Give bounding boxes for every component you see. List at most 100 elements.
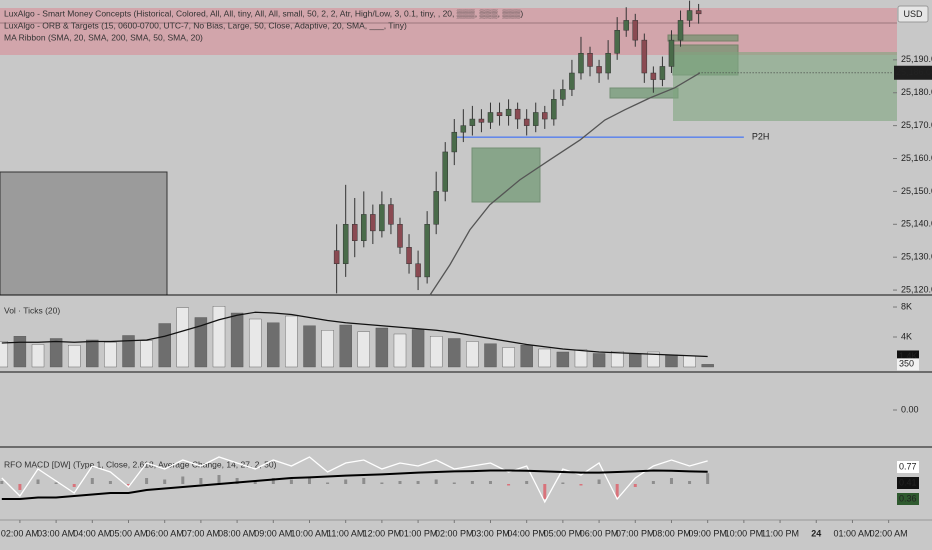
x-tick-label: 08:00 AM bbox=[218, 528, 256, 538]
candle-body bbox=[532, 112, 539, 126]
volume-bar bbox=[248, 318, 262, 368]
indicator-legend: RFO MACD [DW] (Type 1, Close, 2.618, Ave… bbox=[4, 459, 277, 469]
x-tick-label: 02:00 PM bbox=[435, 528, 474, 538]
volume-bar bbox=[339, 324, 352, 368]
x-tick-label: 11:00 AM bbox=[327, 528, 364, 538]
candle-body bbox=[487, 112, 494, 123]
histogram-bar bbox=[651, 481, 655, 484]
candle-body bbox=[605, 53, 611, 74]
candle-body bbox=[388, 204, 394, 225]
histogram-bar bbox=[217, 475, 221, 484]
y-tick-label: 25,140.00 bbox=[901, 219, 932, 229]
candle-body bbox=[406, 247, 412, 265]
candle-body bbox=[397, 224, 403, 248]
volume-ma bbox=[1, 311, 708, 358]
candle-body bbox=[342, 224, 349, 265]
supply-zone bbox=[0, 8, 897, 55]
candle-body bbox=[379, 204, 385, 232]
volume-bar bbox=[484, 343, 497, 368]
x-tick-label: 02:00 AM bbox=[870, 528, 908, 538]
volume-bar bbox=[629, 354, 642, 368]
candle-body bbox=[542, 112, 548, 120]
x-tick-label: 06:00 AM bbox=[146, 528, 184, 538]
histogram-bar bbox=[507, 484, 511, 486]
x-tick-label: 04:00 PM bbox=[507, 528, 546, 538]
histogram-bar bbox=[669, 478, 673, 484]
x-tick-label: 04:00 AM bbox=[73, 528, 111, 538]
volume-bar bbox=[448, 338, 461, 368]
volume-bar bbox=[49, 338, 63, 368]
volume-bar bbox=[683, 355, 696, 368]
orb-range-box bbox=[0, 171, 168, 296]
volume-bar bbox=[230, 312, 244, 368]
volume-bar bbox=[556, 351, 570, 368]
currency-box[interactable] bbox=[897, 5, 929, 23]
candle-body bbox=[668, 39, 675, 67]
volume-bar bbox=[502, 347, 515, 368]
volume-bar bbox=[393, 333, 407, 368]
histogram-bar bbox=[289, 479, 293, 484]
candle-body bbox=[596, 66, 602, 74]
volume-bar bbox=[140, 340, 153, 368]
volume-bar bbox=[357, 331, 370, 368]
candle-body bbox=[333, 250, 340, 265]
x-tick-label: 09:00 AM bbox=[254, 528, 292, 538]
candle-body bbox=[424, 224, 430, 278]
candle-body bbox=[569, 72, 575, 90]
candle-body bbox=[551, 99, 557, 120]
x-tick-label: 10:00 AM bbox=[290, 528, 328, 538]
value-box bbox=[897, 477, 919, 489]
histogram-bar bbox=[145, 478, 149, 484]
volume-bar bbox=[104, 342, 117, 368]
volume-value-box bbox=[897, 358, 919, 371]
candle-body bbox=[469, 118, 476, 126]
x-tick-label: 01:00 AM bbox=[833, 528, 871, 538]
x-tick-label: 07:00 AM bbox=[182, 528, 220, 538]
value-box bbox=[897, 461, 919, 473]
indicator-legend: Vol · Ticks (20) bbox=[4, 305, 60, 315]
histogram-bar bbox=[615, 484, 619, 498]
fvg-box bbox=[471, 147, 541, 203]
x-tick-label: 07:00 PM bbox=[616, 528, 655, 538]
x-tick-label: 01:00 PM bbox=[399, 528, 438, 538]
histogram-bar bbox=[90, 478, 94, 484]
histogram-bar bbox=[271, 478, 275, 484]
volume-bar bbox=[520, 345, 533, 368]
histogram-bar bbox=[416, 481, 420, 484]
volume-bar bbox=[176, 307, 189, 368]
candle-body bbox=[514, 108, 521, 120]
candle-body bbox=[632, 20, 639, 41]
level-label: P2H bbox=[752, 132, 770, 142]
volume-bar bbox=[194, 317, 208, 368]
volume-bar bbox=[375, 327, 389, 368]
candle-body bbox=[614, 30, 620, 54]
x-tick-label: 11:00 PM bbox=[761, 528, 799, 538]
histogram-bar bbox=[199, 478, 203, 484]
volume-bar bbox=[212, 306, 226, 368]
fvg-box bbox=[609, 87, 679, 99]
x-tick-label: 05:00 AM bbox=[109, 528, 147, 538]
candle-body bbox=[478, 118, 485, 123]
candle-body bbox=[361, 214, 367, 241]
volume-bar bbox=[610, 351, 624, 368]
histogram-bar bbox=[72, 484, 76, 487]
volume-bar bbox=[68, 345, 81, 368]
x-tick-label: 09:00 PM bbox=[688, 528, 727, 538]
y-tick-label: 25,170.00 bbox=[901, 120, 932, 130]
x-tick-label: 06:00 PM bbox=[580, 528, 619, 538]
candle-body bbox=[623, 20, 629, 31]
x-tick-label: 12:00 PM bbox=[363, 528, 402, 538]
y-tick-label: 25,130.00 bbox=[901, 252, 932, 262]
volume-bar bbox=[538, 348, 551, 368]
y-tick-label: 25,150.00 bbox=[901, 186, 932, 196]
volume-bar bbox=[592, 353, 606, 368]
candle-body bbox=[695, 10, 702, 15]
candle-body bbox=[451, 131, 458, 153]
y-tick-label: 0.00 bbox=[901, 404, 919, 414]
histogram-bar bbox=[344, 479, 348, 484]
histogram-bar bbox=[18, 484, 22, 490]
histogram-bar bbox=[525, 481, 529, 484]
candle-body bbox=[587, 53, 593, 67]
